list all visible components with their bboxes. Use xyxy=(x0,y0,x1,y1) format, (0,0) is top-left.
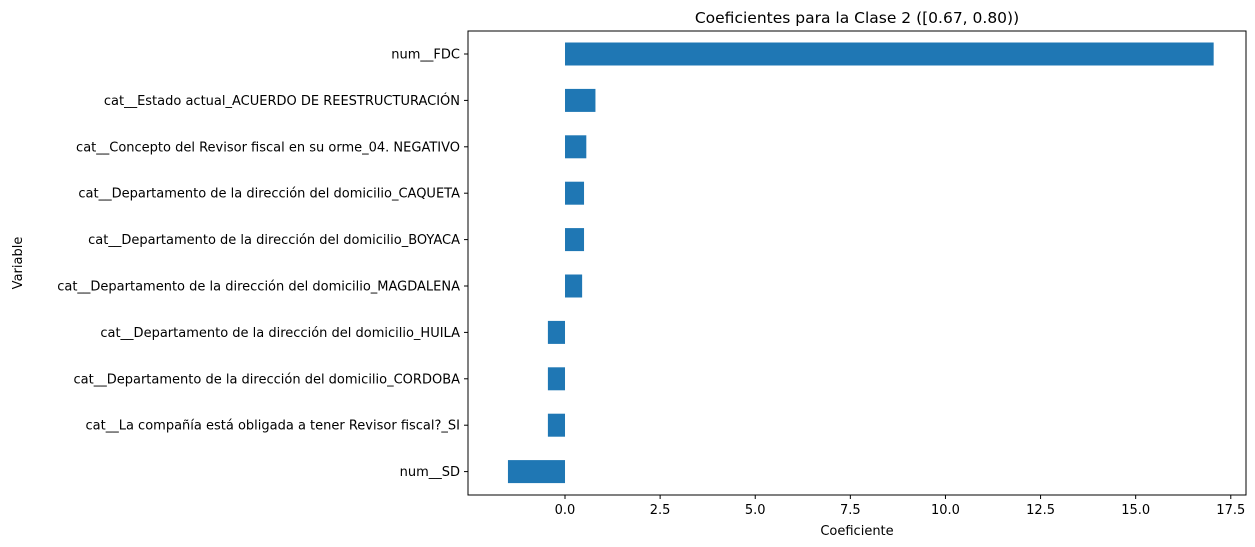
plot-frame xyxy=(467,30,1247,496)
y-ticks-group: num__FDC cat__Estado actual_ACUERDO DE RE… xyxy=(57,48,468,480)
y-axis-label: Variable xyxy=(11,237,26,290)
bar xyxy=(565,135,587,159)
bar xyxy=(565,274,583,298)
y-tick-label: cat__Departamento de la dirección del do… xyxy=(88,233,460,248)
bar xyxy=(565,181,585,205)
x-tick-label: 12.5 xyxy=(1026,503,1055,518)
bar xyxy=(565,88,596,112)
y-tick-label: cat__Estado actual_ACUERDO DE REESTRUCTU… xyxy=(104,93,460,109)
x-tick-label: 5.0 xyxy=(745,503,766,518)
y-tick-label: num__FDC xyxy=(391,48,460,63)
x-ticks-group: 0.0 2.5 5.0 7.5 10.0 12.5 15.0 17.5 xyxy=(555,495,1245,518)
chart-title: Coeficientes para la Clase 2 ([0.67, 0.8… xyxy=(695,9,1019,27)
x-tick-label: 7.5 xyxy=(840,503,861,518)
y-tick-label: cat__Departamento de la dirección del do… xyxy=(100,326,460,341)
x-tick-label: 15.0 xyxy=(1121,503,1150,518)
x-axis-label: Coeficiente xyxy=(820,524,893,539)
y-tick-label: cat__Departamento de la dirección del do… xyxy=(57,280,460,295)
bar xyxy=(565,228,585,252)
x-tick-label: 2.5 xyxy=(650,503,671,518)
y-tick-label: cat__Concepto del Revisor fiscal en su o… xyxy=(76,140,460,155)
y-tick-label: cat__Departamento de la dirección del do… xyxy=(78,187,460,202)
bar xyxy=(547,320,566,344)
bar xyxy=(565,42,1214,66)
x-tick-label: 10.0 xyxy=(931,503,960,518)
bar xyxy=(547,413,566,437)
bar xyxy=(547,367,566,391)
y-tick-label: cat__La compañía está obligada a tener R… xyxy=(86,419,461,434)
bars-group xyxy=(507,42,1214,484)
x-tick-label: 17.5 xyxy=(1216,503,1245,518)
y-tick-label: num__SD xyxy=(400,465,460,480)
x-tick-label: 0.0 xyxy=(555,503,576,518)
y-tick-label: cat__Departamento de la dirección del do… xyxy=(74,372,461,387)
bar xyxy=(507,460,566,484)
